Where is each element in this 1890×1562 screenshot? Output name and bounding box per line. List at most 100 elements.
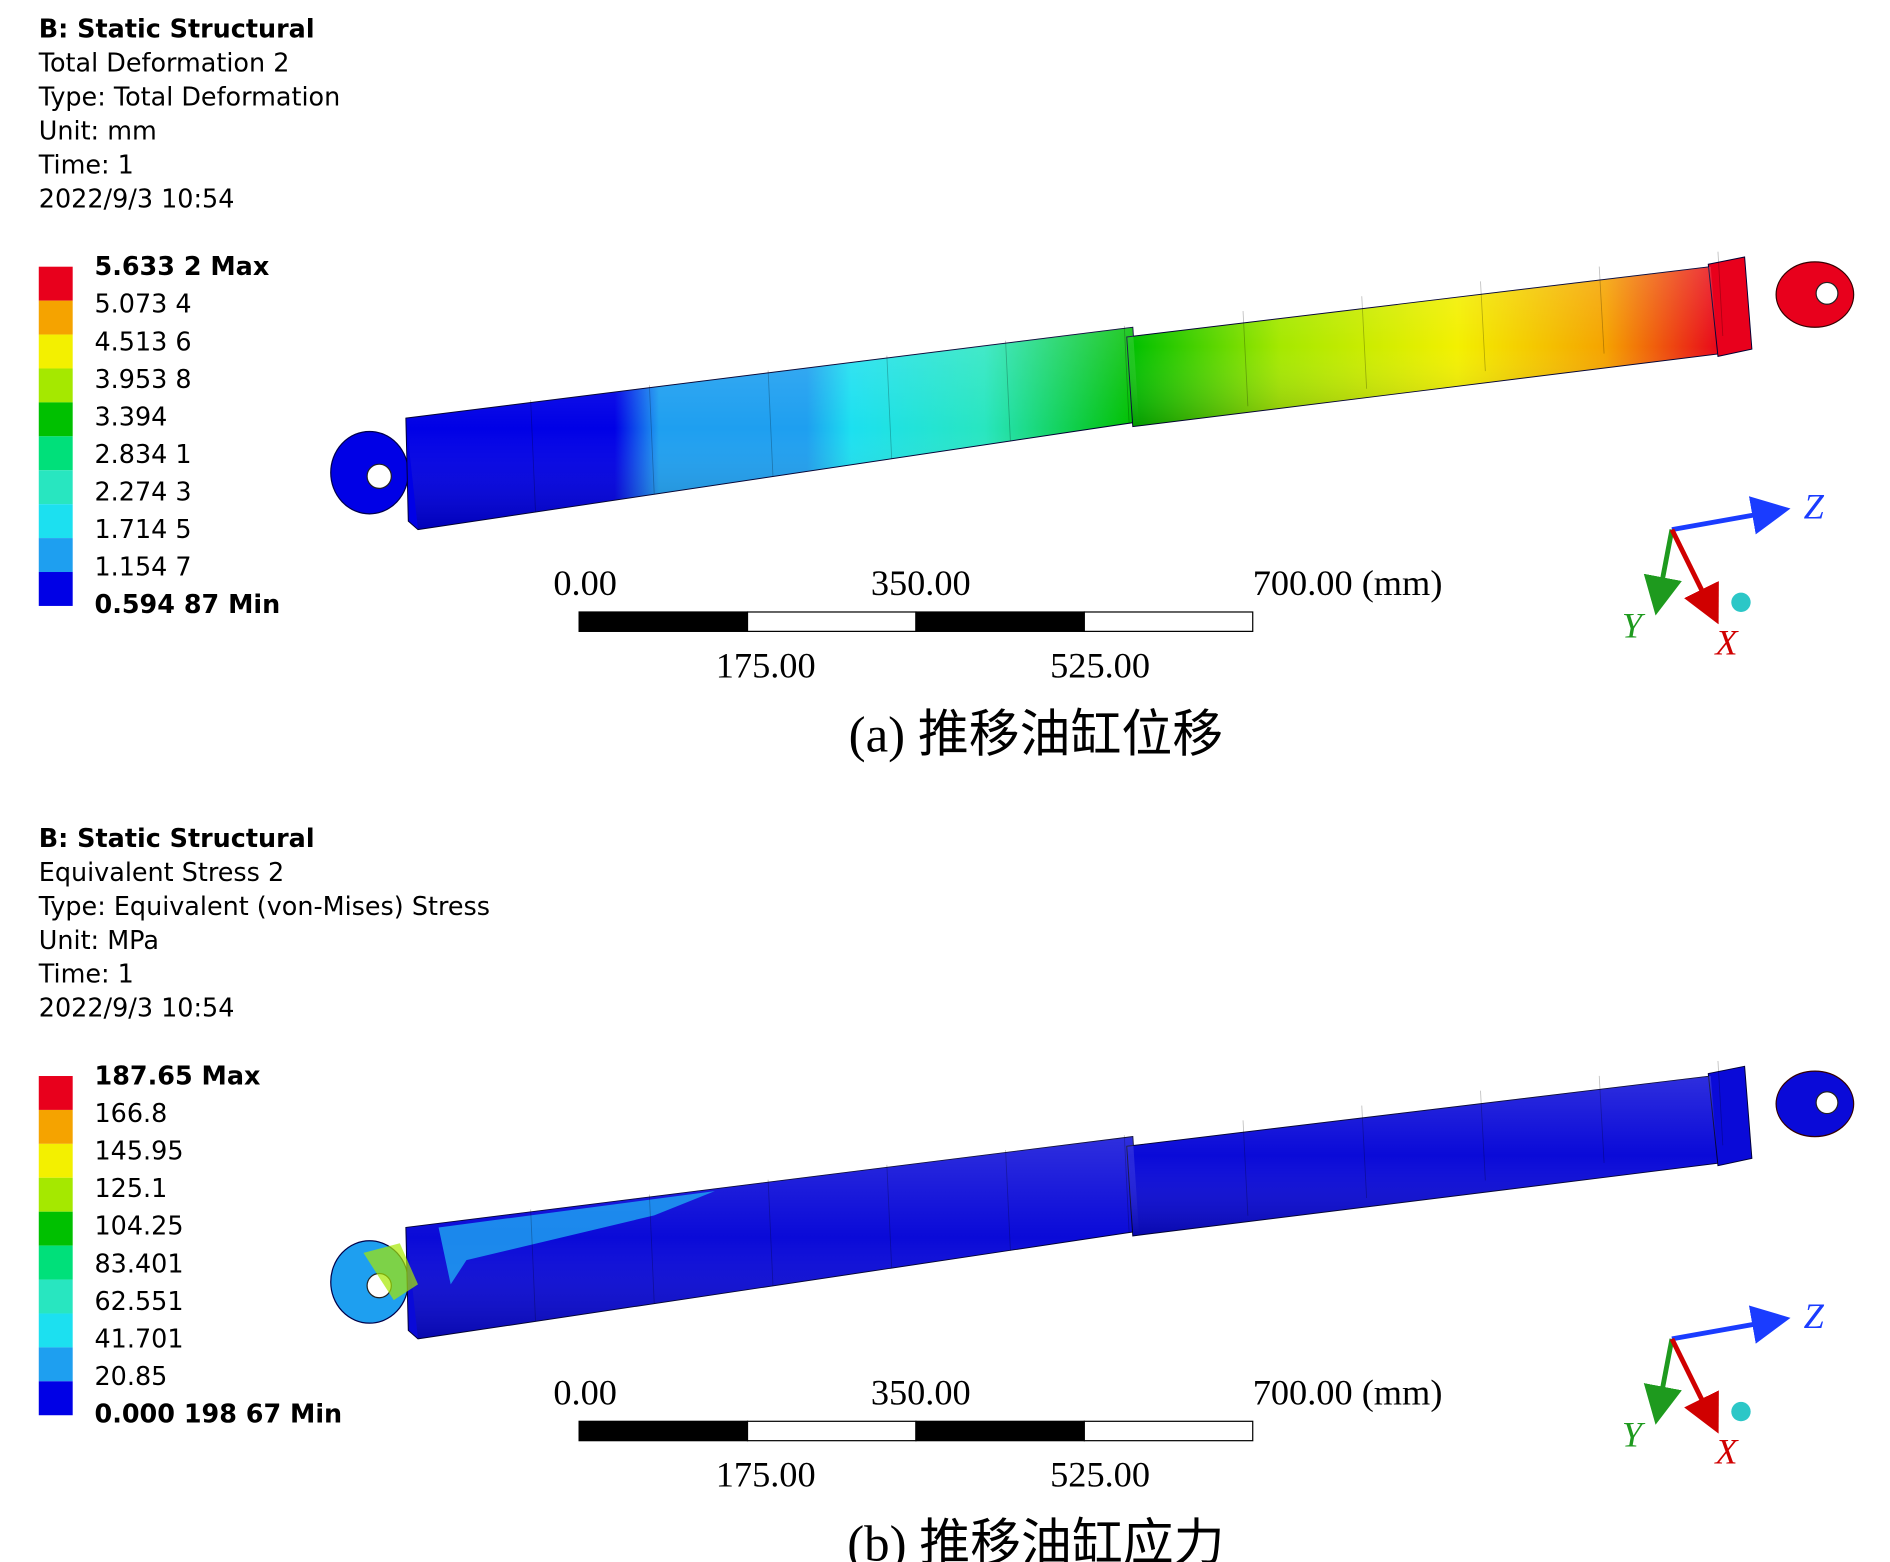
legend-swatch — [38, 1177, 73, 1212]
scale-label: 700.00 (mm) — [1253, 563, 1443, 603]
legend-swatch — [38, 368, 73, 403]
mesh-line — [767, 1179, 774, 1286]
axis-z — [1671, 496, 1791, 535]
legend-swatch — [38, 1279, 73, 1314]
scale-segment — [578, 1420, 749, 1442]
legend-swatch — [38, 402, 73, 437]
scale-segment — [746, 611, 917, 632]
mesh-line — [767, 370, 774, 477]
result-title: B: Static Structural — [39, 823, 315, 853]
legend-label: 104.25 — [95, 1211, 184, 1241]
shading — [405, 327, 1139, 530]
stress-patch — [438, 1191, 715, 1285]
scale-label: 0.00 — [553, 1372, 617, 1412]
legend-swatch — [38, 1211, 73, 1246]
mesh-line — [1480, 281, 1486, 372]
mesh-line — [530, 400, 536, 512]
axis-z — [1671, 1305, 1791, 1344]
axis-label: Z — [1804, 1296, 1825, 1336]
scale-segment — [1083, 1420, 1254, 1442]
legend-swatch — [38, 334, 73, 369]
legend-label: 145.95 — [95, 1136, 184, 1166]
legend-label: 5.633 2 Max — [95, 251, 270, 281]
stress-patch — [363, 1243, 418, 1301]
result-title: B: Static Structural — [39, 14, 315, 44]
axis-x — [1669, 528, 1719, 625]
axis-label: Y — [1622, 605, 1646, 645]
scale-segment — [915, 1420, 1085, 1442]
scale-segment — [915, 611, 1085, 632]
scale-label: 175.00 — [716, 645, 816, 685]
result-info: Unit: MPa — [39, 925, 159, 955]
legend-label: 1.154 7 — [95, 552, 192, 582]
triad-origin — [1731, 1401, 1751, 1422]
mesh-line — [1123, 1135, 1130, 1234]
axis-label: X — [1713, 1432, 1739, 1472]
legend-swatch — [38, 572, 73, 606]
legend-swatch — [38, 1143, 73, 1178]
legend-label: 2.274 3 — [95, 477, 192, 507]
caption: (a) 推移油缸位移 — [849, 706, 1223, 763]
mesh-line — [886, 1164, 893, 1269]
legend-swatch — [38, 1381, 73, 1416]
scale-label: 350.00 — [871, 563, 971, 603]
mesh-line — [1123, 325, 1130, 424]
eye-hole — [1815, 1091, 1839, 1115]
mesh-line — [1717, 251, 1724, 337]
result-info: 2022/9/3 10:54 — [39, 183, 235, 213]
result-info: Unit: mm — [39, 115, 157, 145]
scale-label: 0.00 — [553, 563, 617, 603]
legend-swatch — [38, 1109, 73, 1144]
legend-label: 187.65 Max — [95, 1060, 261, 1090]
shading — [1126, 266, 1718, 427]
mesh-line — [1242, 1120, 1249, 1216]
legend-swatch — [38, 266, 73, 301]
shading — [1126, 1076, 1718, 1236]
scale-label: 700.00 (mm) — [1253, 1372, 1443, 1412]
mesh-line — [1005, 340, 1011, 442]
result-info: Total Deformation 2 — [38, 48, 290, 78]
rod-eye — [1775, 261, 1855, 328]
result-info: Type: Equivalent (von-Mises) Stress — [38, 891, 490, 921]
mesh-line — [1717, 1060, 1724, 1146]
mesh-line — [1005, 1150, 1011, 1251]
axis-y — [1643, 529, 1682, 616]
result-info: Time: 1 — [38, 149, 134, 179]
legend-swatch — [38, 504, 73, 539]
result-info: Type: Total Deformation — [38, 82, 340, 112]
axis-x — [1669, 1337, 1719, 1434]
result-info: 2022/9/3 10:54 — [39, 993, 235, 1023]
legend-swatch — [38, 1245, 73, 1280]
mesh-line — [530, 1209, 536, 1322]
scale-label: 525.00 — [1050, 1455, 1150, 1495]
legend-swatch — [38, 538, 73, 573]
legend-label: 2.834 1 — [95, 439, 192, 469]
legend-label: 4.513 6 — [95, 326, 192, 356]
mesh-line — [1598, 1075, 1605, 1163]
axis-label: Z — [1804, 487, 1825, 527]
eye-hole — [1815, 281, 1839, 305]
axis-y — [1643, 1338, 1682, 1425]
legend-swatch — [38, 1347, 73, 1382]
mesh-line — [1598, 266, 1605, 354]
legend-label: 20.85 — [95, 1361, 168, 1391]
axis-label: X — [1713, 622, 1739, 662]
legend-label: 3.394 — [95, 401, 168, 431]
legend-swatch — [38, 1076, 73, 1110]
mesh-line — [1361, 296, 1368, 389]
mesh-line — [648, 1194, 655, 1304]
caption: (b) 推移油缸应力 — [847, 1516, 1224, 1562]
scale-label: 350.00 — [871, 1372, 971, 1412]
scale-segment — [1083, 611, 1254, 632]
mesh-line — [1242, 311, 1249, 407]
triad-origin — [1731, 592, 1751, 612]
mesh-line — [1480, 1090, 1486, 1181]
legend-label: 41.701 — [95, 1323, 184, 1353]
scale-label: 525.00 — [1050, 645, 1150, 685]
legend-swatch — [38, 470, 73, 505]
legend-swatch — [38, 1313, 73, 1348]
legend-swatch — [38, 300, 73, 335]
shading — [405, 1136, 1139, 1339]
panel: B: Static Structural Equivalent Stress 2 T… — [38, 823, 1855, 1562]
